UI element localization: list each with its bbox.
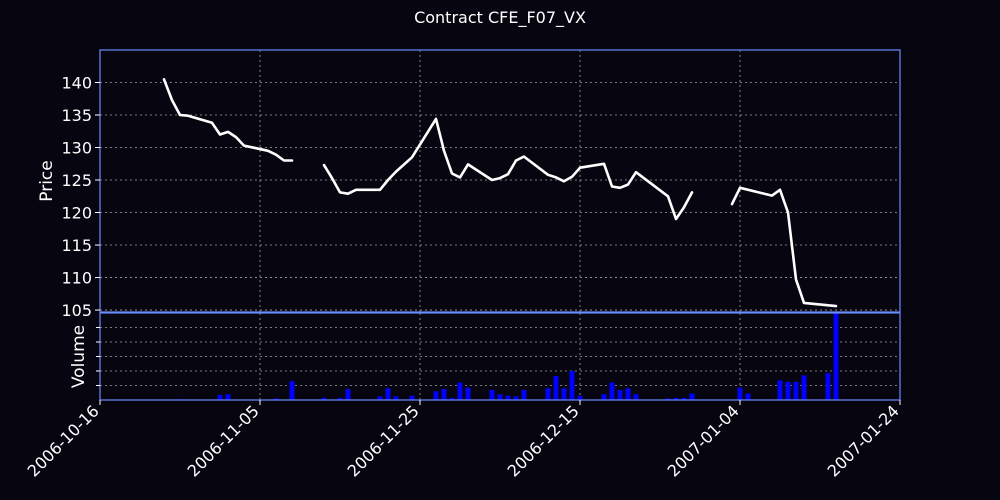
volume-bar-2006-11-07 [273, 398, 279, 400]
price-ytick-label-110: 110 [61, 269, 92, 288]
volume-bar-2006-11-30 [457, 382, 463, 400]
volume-bar-2006-11-27 [433, 391, 439, 400]
xtick-label-2006-11-05: 2006-11-05 [184, 401, 263, 480]
price-ytick-label-130: 130 [61, 139, 92, 158]
volume-bar-2006-11-24 [409, 395, 415, 400]
volume-bar-2006-11-20 [377, 396, 383, 400]
volume-axis-title: Volume [69, 325, 89, 388]
volume-bar-2006-12-01 [465, 387, 471, 400]
volume-bar-2007-01-04 [737, 387, 743, 400]
volume-bar-2006-12-29 [689, 393, 695, 400]
volume-bar-2006-12-06 [505, 395, 511, 400]
price-ytick-label-135: 135 [61, 106, 92, 125]
volume-bar-2006-11-16 [345, 389, 351, 400]
price-ytick-label-125: 125 [61, 171, 92, 190]
volume-bar-2006-11-13 [321, 397, 327, 400]
price-line-segment-2 [322, 117, 694, 221]
volume-bar-2006-11-28 [441, 389, 447, 400]
chart-title: Contract CFE_F07_VX [414, 8, 586, 27]
volume-bar-2006-12-05 [497, 394, 503, 400]
volume-bar-2006-11-15 [337, 397, 343, 400]
volume-bar-2006-12-15 [577, 395, 583, 400]
volume-bar-2007-01-15 [825, 373, 831, 400]
volume-bar-2007-01-10 [785, 381, 791, 400]
volume-bar-2006-11-22 [393, 396, 399, 400]
volume-bar-2006-12-22 [633, 394, 639, 400]
volume-bar-2006-12-12 [553, 376, 559, 400]
volume-bar-2006-12-28 [681, 397, 687, 400]
volume-bar-2006-12-19 [609, 382, 615, 400]
volume-bar-2007-01-11 [793, 381, 799, 400]
volume-bar-2006-12-11 [545, 388, 551, 400]
xtick-label-2006-10-16: 2006-10-16 [24, 401, 103, 480]
volume-bar-2007-01-09 [777, 380, 783, 400]
xtick-label-2006-12-15: 2006-12-15 [504, 401, 583, 480]
price-ytick-label-140: 140 [61, 74, 92, 93]
volume-bar-2006-11-29 [449, 397, 455, 400]
price-ytick-label-120: 120 [61, 204, 92, 223]
volume-bar-2007-01-12 [801, 375, 807, 400]
volume-bar-2006-12-26 [665, 398, 671, 400]
volume-bar-2006-12-04 [489, 389, 495, 400]
volume-bar-2006-12-27 [673, 397, 679, 400]
xtick-label-2006-11-25: 2006-11-25 [344, 401, 423, 480]
volume-bar-2006-12-08 [521, 389, 527, 400]
price-line-segment-1 [162, 78, 294, 162]
volume-bar-2006-11-21 [385, 388, 391, 400]
xtick-label-2007-01-24: 2007-01-24 [824, 401, 903, 480]
price-ytick-label-115: 115 [61, 236, 92, 255]
volume-bar-2006-12-18 [601, 394, 607, 400]
volume-bar-2006-12-21 [625, 388, 631, 400]
price-ytick-label-105: 105 [61, 301, 92, 320]
volume-bar-2006-12-13 [561, 388, 567, 400]
price-line-segment-3 [730, 186, 838, 308]
volume-bar-2006-10-31 [217, 394, 223, 400]
xtick-label-2007-01-04: 2007-01-04 [664, 401, 743, 480]
volume-bar-2007-01-05 [745, 393, 751, 400]
volume-bar-2006-12-20 [617, 389, 623, 400]
volume-bar-2006-11-09 [289, 381, 295, 400]
volume-bar-2007-01-16 [833, 313, 839, 400]
price-panel-frame [99, 49, 901, 313]
price-axis-title: Price [37, 160, 57, 201]
volume-bar-2006-12-07 [513, 396, 519, 400]
volume-bar-2006-11-01 [225, 394, 231, 400]
volume-bar-2006-12-14 [569, 371, 575, 400]
